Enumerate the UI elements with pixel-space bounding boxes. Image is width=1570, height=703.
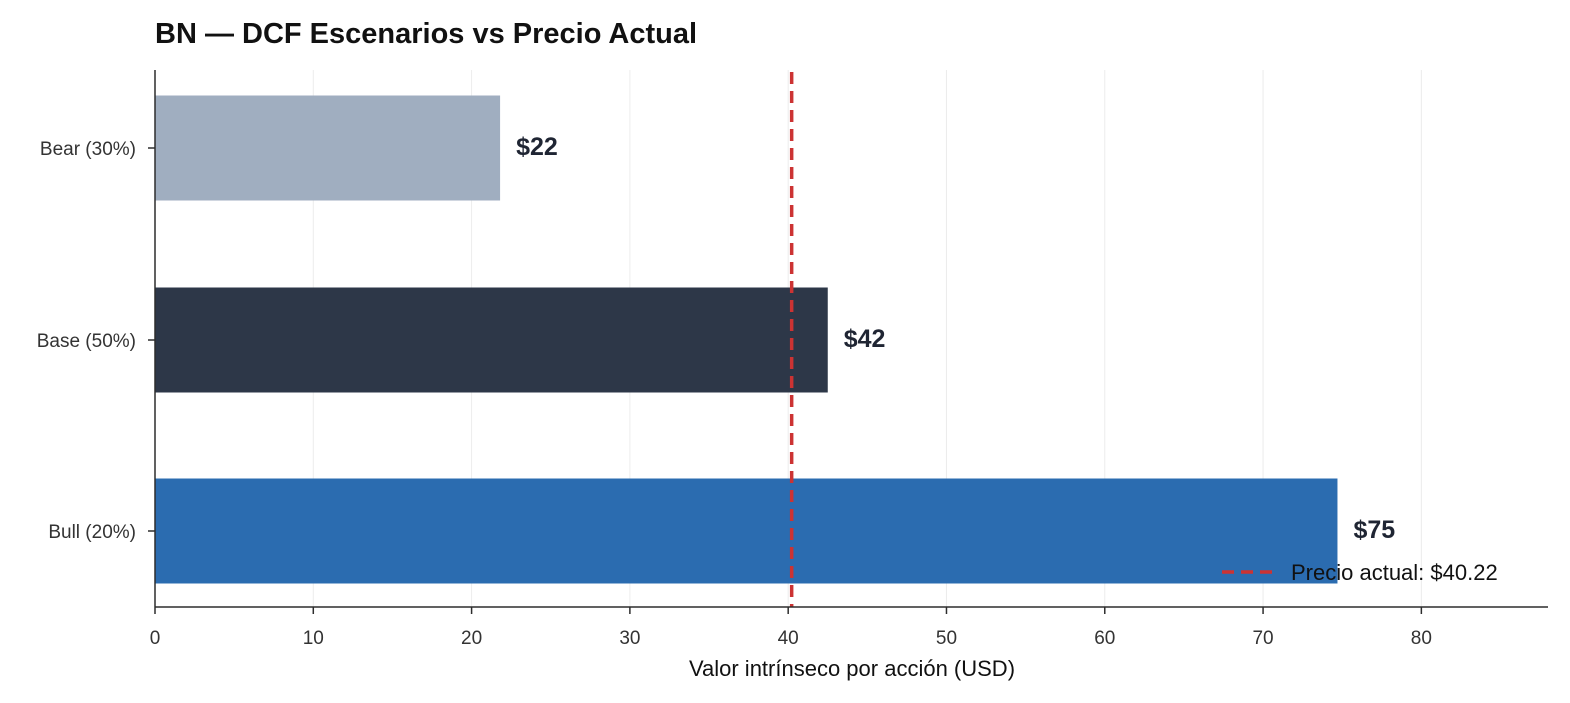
x-axis-title: Valor intrínseco por acción (USD): [689, 656, 1015, 681]
x-tick-label-10: 10: [303, 628, 324, 649]
x-tick-label-50: 50: [936, 628, 957, 649]
x-tick-label-70: 70: [1252, 628, 1273, 649]
x-tick-label-30: 30: [619, 628, 640, 649]
x-tick-label-20: 20: [461, 628, 482, 649]
legend: Precio actual: $40.22: [1222, 560, 1498, 585]
bar-bull: [155, 478, 1338, 584]
x-tick-label-0: 0: [150, 628, 161, 649]
data-labels: $22 $42 $75: [516, 133, 1395, 544]
category-label-bull: Bull (20%): [48, 522, 136, 543]
x-tick-label-40: 40: [778, 628, 799, 649]
y-axis-ticks: Bear (30%) Base (50%) Bull (20%): [37, 139, 155, 543]
x-tick-label-80: 80: [1411, 628, 1432, 649]
data-label-base: $42: [844, 325, 886, 353]
chart-title: BN — DCF Escenarios vs Precio Actual: [155, 18, 697, 50]
x-tick-label-60: 60: [1094, 628, 1115, 649]
bar-base: [155, 287, 828, 393]
bars: [155, 95, 1338, 584]
category-label-bear: Bear (30%): [40, 139, 136, 160]
legend-label: Precio actual: $40.22: [1291, 560, 1498, 585]
bar-bear: [155, 95, 501, 201]
data-label-bull: $75: [1353, 516, 1395, 544]
category-label-base: Base (50%): [37, 331, 136, 352]
x-axis-ticks: 0 10 20 30 40 50 60 70 80: [150, 607, 1432, 649]
data-label-bear: $22: [516, 133, 558, 161]
